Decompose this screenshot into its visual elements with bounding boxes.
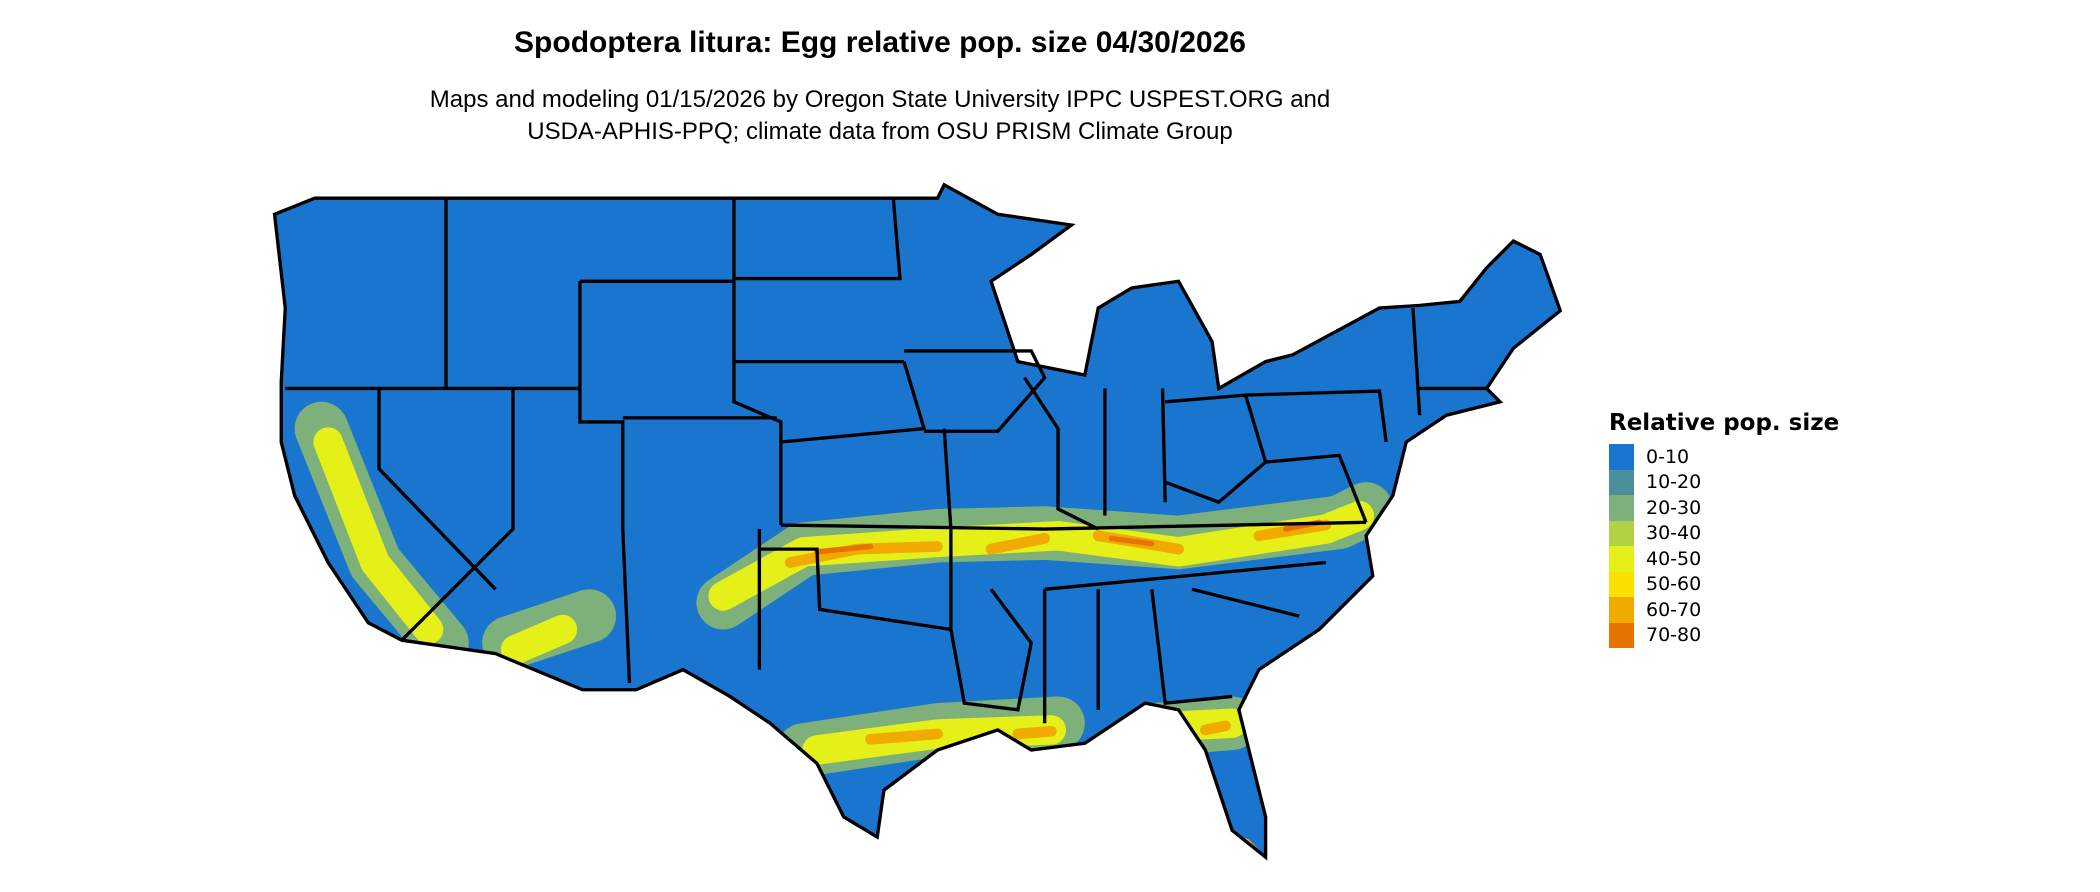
legend-item: 30-40	[1609, 520, 1839, 546]
legend-swatch	[1609, 495, 1634, 521]
legend-label: 20-30	[1646, 496, 1702, 519]
legend-label: 50-60	[1646, 573, 1702, 596]
legend-item: 20-30	[1609, 495, 1839, 521]
legend-swatch	[1609, 444, 1634, 470]
legend-swatch	[1609, 546, 1634, 572]
legend-swatch	[1609, 469, 1634, 495]
legend-label: 0-10	[1646, 445, 1690, 468]
map-title: Spodoptera litura: Egg relative pop. siz…	[514, 26, 1246, 59]
legend-item: 70-80	[1609, 622, 1839, 648]
legend-title: Relative pop. size	[1609, 410, 1840, 436]
legend-swatch	[1609, 622, 1634, 648]
legend-label: 10-20	[1646, 471, 1702, 494]
legend-item: 50-60	[1609, 571, 1839, 597]
legend-item: 40-50	[1609, 546, 1839, 572]
legend-swatch	[1609, 571, 1634, 597]
population-overlay	[294, 401, 1393, 858]
legend-label: 40-50	[1646, 547, 1702, 570]
legend-label: 30-40	[1646, 522, 1702, 545]
legend-swatch	[1609, 597, 1634, 623]
legend-label: 60-70	[1646, 598, 1702, 621]
map-subtitle-line2: USDA-APHIS-PPQ; climate data from OSU PR…	[527, 118, 1233, 145]
legend: Relative pop. size 0-10 10-20 20-30 30-40 40…	[1609, 410, 1839, 648]
legend-item: 10-20	[1609, 469, 1839, 495]
legend-item: 60-70	[1609, 597, 1839, 623]
legend-item: 0-10	[1609, 444, 1839, 470]
map-subtitle-line1: Maps and modeling 01/15/2026 by Oregon S…	[429, 86, 1331, 113]
legend-label: 70-80	[1646, 624, 1702, 647]
state-borders	[272, 182, 1563, 861]
legend-swatch	[1609, 520, 1634, 546]
